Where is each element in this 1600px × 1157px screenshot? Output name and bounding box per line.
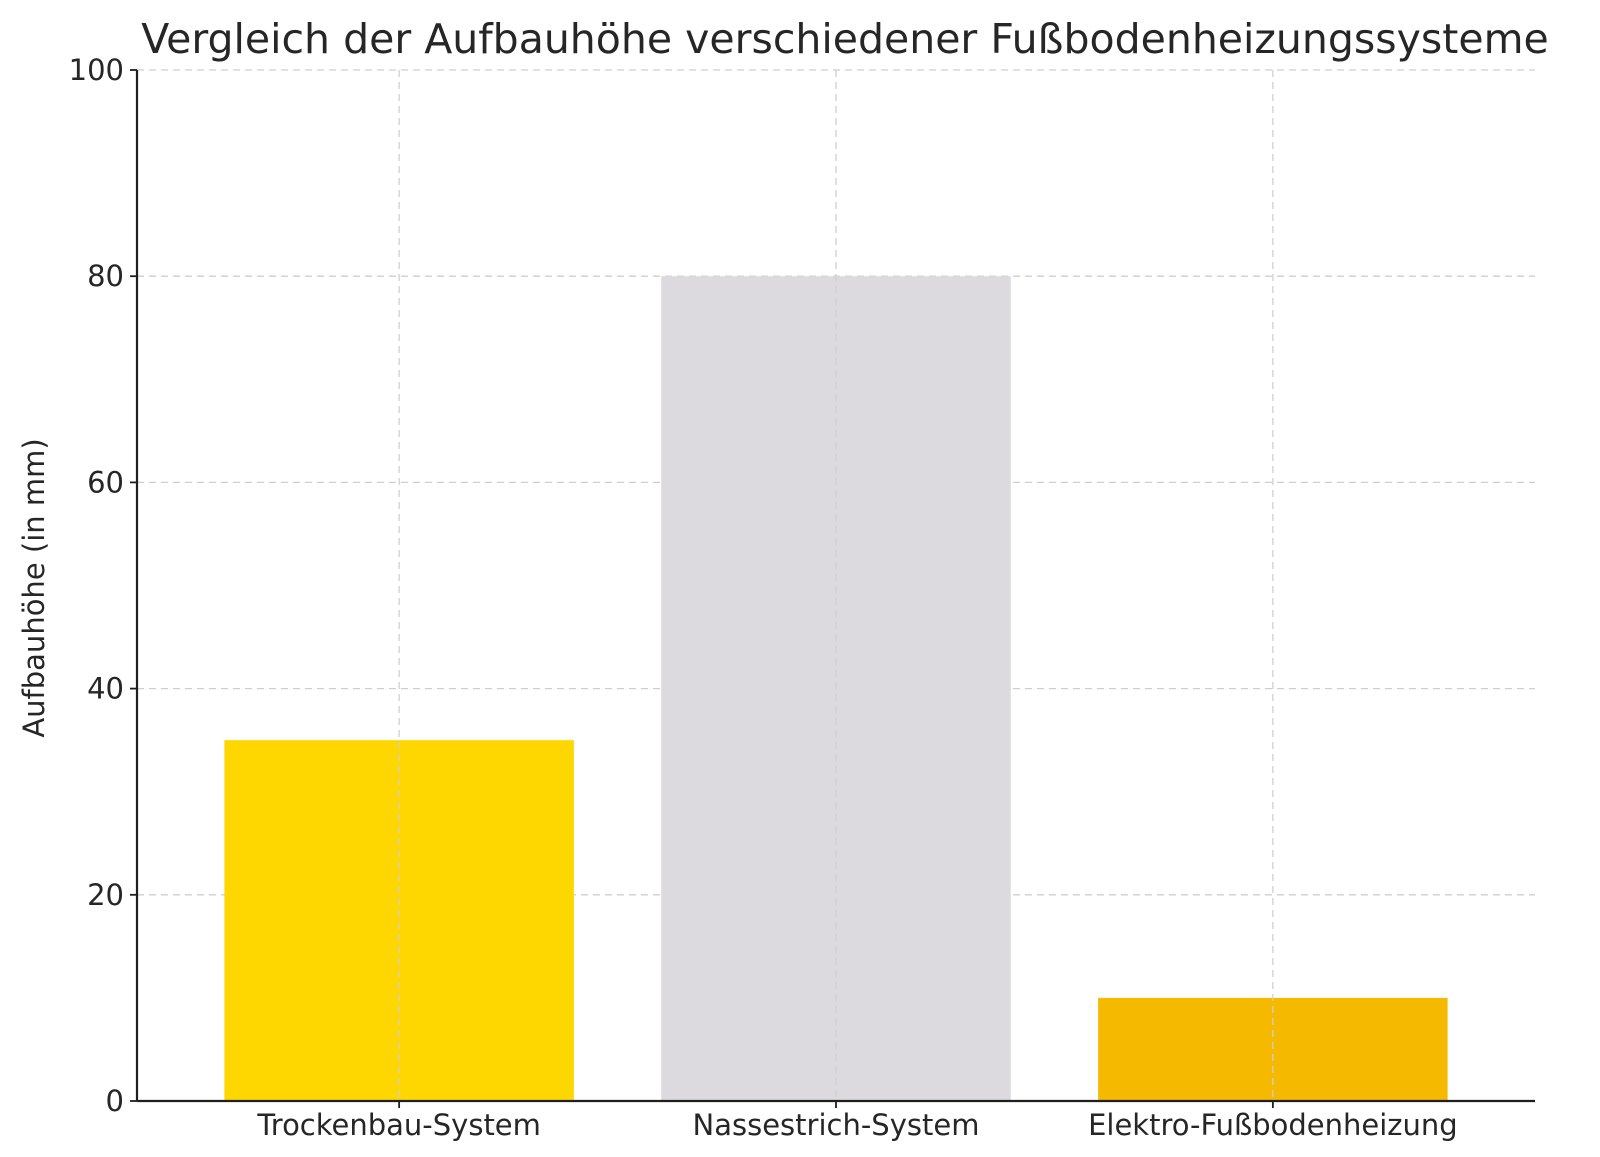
y-axis-label: Aufbauhöhe (in mm) [17,438,51,737]
y-tick-label: 20 [87,878,124,912]
x-tick-label: Elektro-Fußbodenheizung [1088,1108,1458,1142]
x-axis-ticks: Trockenbau-System Nassestrich-System Elekt… [256,1101,1458,1142]
vertical-grid [398,70,1274,1101]
chart-title: Vergleich der Aufbauhöhe verschiedener F… [141,15,1549,63]
bar [1098,997,1448,1101]
y-tick-label: 60 [87,465,124,499]
x-tick-label: Nassestrich-System [693,1108,980,1142]
x-tick-label: Trockenbau-System [256,1108,541,1142]
y-tick-label: 80 [87,259,124,293]
y-axis-ticks: 0 20 40 60 80 100 [69,53,137,1118]
y-tick-label: 0 [106,1084,124,1118]
bar [224,740,574,1101]
y-tick-label: 100 [69,53,124,87]
y-tick-label: 40 [87,672,124,706]
